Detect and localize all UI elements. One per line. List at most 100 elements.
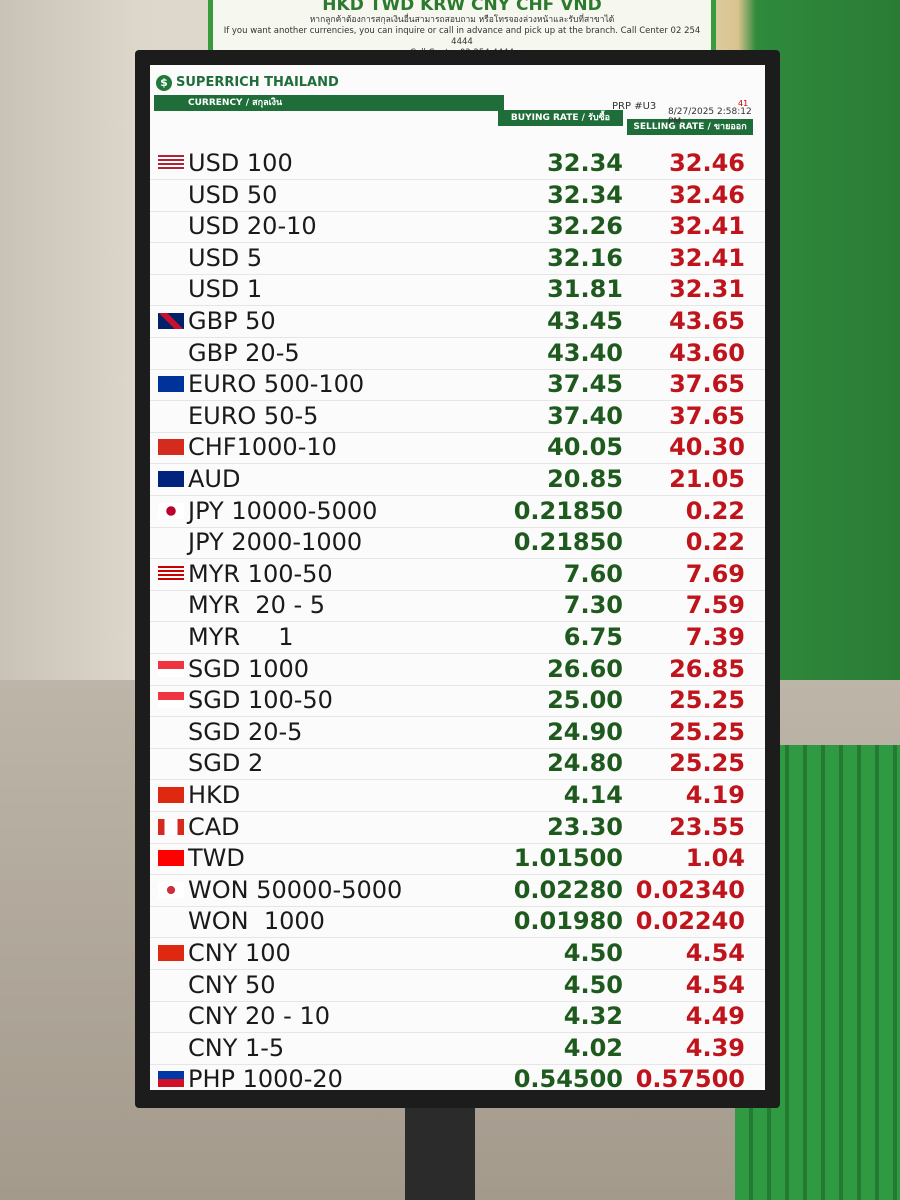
selling-rate: 4.54 bbox=[685, 970, 745, 999]
timestamp: 8/27/2025 2:58:12 PM bbox=[668, 107, 752, 127]
selling-header: SELLING RATE / ขายออก bbox=[627, 119, 753, 135]
rate-row: SGD 100-50 25.00 25.25 bbox=[150, 684, 765, 718]
currency: MYR 100-50 bbox=[188, 559, 333, 588]
selling-rate: 32.46 bbox=[669, 180, 745, 209]
selling-rate: 32.41 bbox=[669, 212, 745, 241]
rate-row: GBP 50 43.45 43.65 bbox=[150, 305, 765, 338]
currency: CNY 20 - 10 bbox=[188, 1002, 330, 1031]
rate-row: WON 50000-5000 0.02280 0.02340 bbox=[150, 874, 765, 907]
rate-row: EURO 500-100 37.45 37.65 bbox=[150, 368, 765, 402]
flag bbox=[158, 818, 184, 835]
flag bbox=[158, 313, 184, 329]
currency: SGD 20-5 bbox=[188, 717, 303, 746]
currency: HKD bbox=[188, 781, 241, 809]
selling-rate: 23.55 bbox=[669, 812, 745, 841]
buying-rate: 31.81 bbox=[547, 275, 623, 304]
rate-row: USD 1 31.81 32.31 bbox=[150, 273, 765, 307]
rate-row: SGD 20-5 24.90 25.25 bbox=[150, 716, 765, 749]
buying-rate: 4.14 bbox=[563, 781, 623, 809]
currency: WON 50000-5000 bbox=[188, 875, 403, 904]
selling-rate: 7.59 bbox=[685, 591, 745, 620]
rate-row: AUD 20.85 21.05 bbox=[150, 463, 765, 496]
buying-rate: 0.21850 bbox=[513, 528, 623, 557]
buying-rate: 0.21850 bbox=[513, 496, 623, 525]
buying-rate: 0.01980 bbox=[513, 907, 623, 936]
rate-row: TWD 1.01500 1.04 bbox=[150, 842, 765, 876]
selling-rate: 4.54 bbox=[685, 939, 745, 967]
rate-row: PHP 1000-20 0.54500 0.57500 bbox=[150, 1063, 765, 1090]
rate-row: HKD 4.14 4.19 bbox=[150, 779, 765, 812]
buying-rate: 32.16 bbox=[547, 243, 623, 272]
currency: JPY 10000-5000 bbox=[188, 496, 378, 525]
currency: CNY 50 bbox=[188, 970, 276, 999]
rate-row: MYR 100-50 7.60 7.69 bbox=[150, 558, 765, 591]
buying-rate: 25.00 bbox=[547, 686, 623, 715]
currency: CHF1000-10 bbox=[188, 433, 337, 462]
selling-rate: 0.02340 bbox=[635, 875, 745, 904]
rate-row: SGD 1000 26.60 26.85 bbox=[150, 653, 765, 686]
buying-rate: 4.50 bbox=[563, 970, 623, 999]
currency: SGD 100-50 bbox=[188, 686, 333, 715]
buying-rate: 24.80 bbox=[547, 749, 623, 778]
buying-rate: 0.54500 bbox=[513, 1065, 623, 1090]
currency: TWD bbox=[188, 844, 245, 873]
buying-rate: 32.34 bbox=[547, 180, 623, 209]
selling-rate: 26.85 bbox=[669, 654, 745, 683]
currency: WON 1000 bbox=[188, 907, 325, 936]
currency: PHP 1000-20 bbox=[188, 1065, 343, 1090]
currency: JPY 2000-1000 bbox=[188, 528, 363, 557]
selling-rate: 4.49 bbox=[685, 1002, 745, 1031]
selling-rate: 7.69 bbox=[685, 559, 745, 588]
selling-rate: 32.31 bbox=[669, 275, 745, 304]
rate-row: CNY 100 4.50 4.54 bbox=[150, 937, 765, 970]
selling-rate: 21.05 bbox=[669, 465, 745, 493]
currency: GBP 50 bbox=[188, 307, 276, 335]
flag bbox=[158, 155, 184, 171]
rate-row: USD 100 32.34 32.46 bbox=[150, 147, 765, 180]
selling-rate: 43.60 bbox=[669, 338, 745, 367]
buying-rate: 4.50 bbox=[563, 939, 623, 967]
currency: SGD 1000 bbox=[188, 654, 310, 683]
rate-row: USD 50 32.34 32.46 bbox=[150, 179, 765, 212]
sign-call: Call Center 02 254 4444 bbox=[451, 26, 701, 47]
rate-row: JPY 2000-1000 0.21850 0.22 bbox=[150, 526, 765, 560]
currency: AUD bbox=[188, 465, 241, 493]
currency: USD 100 bbox=[188, 149, 293, 177]
stand bbox=[405, 1100, 475, 1200]
currency: EURO 50-5 bbox=[188, 401, 319, 430]
station: PRP #U3 bbox=[612, 101, 657, 112]
brand: $ SUPERRICH THAILAND bbox=[156, 71, 456, 95]
flag bbox=[158, 660, 184, 677]
rate-row: CAD 23.30 23.55 bbox=[150, 811, 765, 844]
buying-rate: 4.02 bbox=[563, 1033, 623, 1062]
currency: CNY 100 bbox=[188, 939, 291, 967]
brand-name: SUPERRICH THAILAND bbox=[176, 75, 339, 90]
selling-rate: 0.22 bbox=[685, 528, 745, 557]
buying-rate: 4.32 bbox=[563, 1002, 623, 1031]
selling-rate: 32.41 bbox=[669, 243, 745, 272]
sign-thai: หากลูกค้าต้องการสกุลเงินอื่นสามารถสอบถาม… bbox=[309, 15, 615, 25]
currency: USD 20-10 bbox=[188, 212, 317, 241]
rate-row: SGD 2 24.80 25.25 bbox=[150, 747, 765, 781]
selling-rate: 32.46 bbox=[669, 149, 745, 177]
buying-rate: 32.34 bbox=[547, 149, 623, 177]
currency: SGD 2 bbox=[188, 749, 264, 778]
selling-rate: 0.22 bbox=[685, 496, 745, 525]
buying-rate: 23.30 bbox=[547, 812, 623, 841]
currency: EURO 500-100 bbox=[188, 370, 365, 399]
rate-row: CNY 20 - 10 4.32 4.49 bbox=[150, 1000, 765, 1034]
selling-rate: 25.25 bbox=[669, 686, 745, 715]
rate-row: USD 5 32.16 32.41 bbox=[150, 242, 765, 275]
selling-rate: 40.30 bbox=[669, 433, 745, 462]
buying-rate: 1.01500 bbox=[513, 844, 623, 873]
buying-rate: 26.60 bbox=[547, 654, 623, 683]
selling-rate: 37.65 bbox=[669, 370, 745, 399]
selling-rate: 0.57500 bbox=[635, 1065, 745, 1090]
selling-rate: 25.25 bbox=[669, 749, 745, 778]
buying-rate: 43.40 bbox=[547, 338, 623, 367]
buying-rate: 32.26 bbox=[547, 212, 623, 241]
selling-rate: 25.25 bbox=[669, 717, 745, 746]
buying-rate: 7.30 bbox=[563, 591, 623, 620]
rate-row: CNY 50 4.50 4.54 bbox=[150, 969, 765, 1002]
